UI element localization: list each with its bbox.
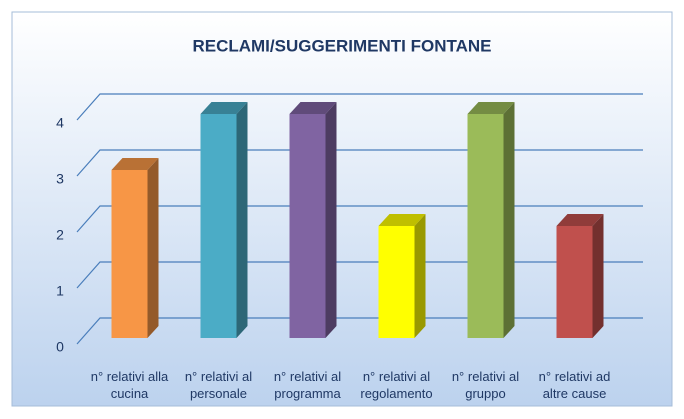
bar-top <box>467 102 515 114</box>
x-tick-label: n° relativi ad altre cause <box>538 369 611 401</box>
y-tick-label: 0 <box>56 339 64 355</box>
grid-line <box>76 317 643 345</box>
bar-top <box>556 214 604 226</box>
y-tick-label: 4 <box>56 115 64 131</box>
bar <box>289 114 326 338</box>
grid-line <box>76 205 643 233</box>
x-tick-label: n° relativi al regolamento <box>360 369 433 401</box>
y-tick-label: 1 <box>56 283 64 299</box>
bar-top <box>289 102 337 114</box>
bar-side <box>414 214 426 338</box>
bar-top <box>111 158 159 170</box>
grid-line <box>76 261 643 289</box>
x-tick-label: n° relativi al gruppo <box>451 369 520 401</box>
grid-line <box>76 149 643 177</box>
bar <box>200 114 237 338</box>
bar-side <box>325 102 337 338</box>
grid-line <box>76 93 643 121</box>
chart-title: RECLAMI/SUGGERIMENTI FONTANE <box>192 36 491 55</box>
x-tick-label: n° relativi al programma <box>273 369 342 401</box>
bar-top <box>200 102 248 114</box>
bar <box>556 226 593 338</box>
bar <box>111 170 148 338</box>
y-tick-label: 2 <box>56 227 64 243</box>
bar-side <box>592 214 604 338</box>
bar-side <box>236 102 248 338</box>
bar <box>378 226 415 338</box>
y-tick-label: 3 <box>56 171 64 187</box>
bar-top <box>378 214 426 226</box>
x-tick-label: n° relativi al personale <box>184 369 253 401</box>
x-tick-label: n° relativi alla cucina <box>90 369 169 401</box>
plot-frame <box>11 11 673 407</box>
bar-side <box>503 102 515 338</box>
bar <box>467 114 504 338</box>
bar-side <box>147 158 159 338</box>
